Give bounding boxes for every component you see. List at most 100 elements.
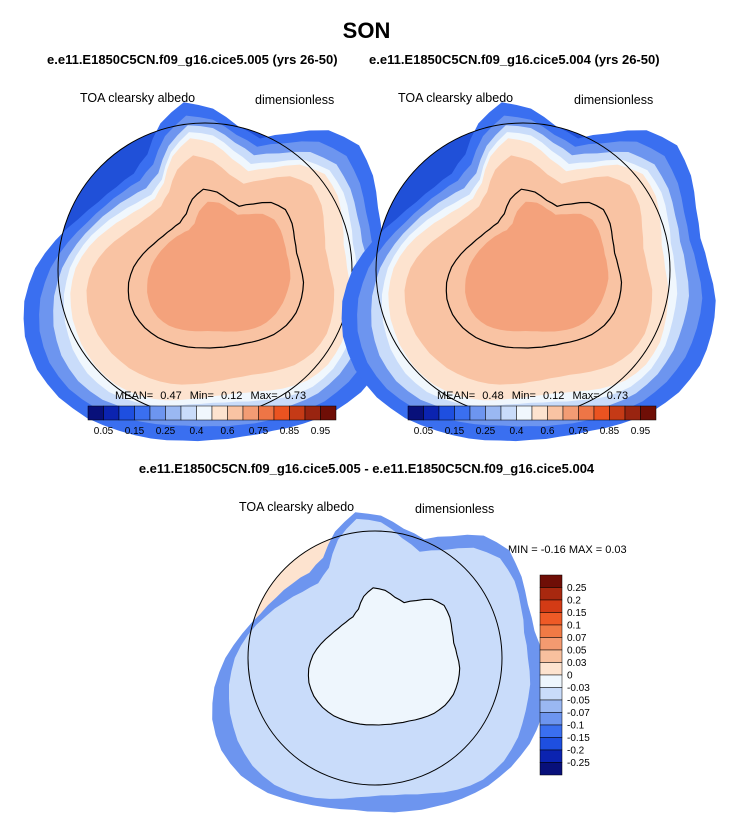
colorbar-tick-1-6: 0.85 bbox=[600, 426, 620, 437]
colorbar-tick-1-4: 0.6 bbox=[541, 426, 555, 437]
colorbar-tick-1-0: 0.05 bbox=[414, 426, 434, 437]
left-units-label: dimensionless bbox=[255, 93, 335, 107]
colorbar-tick-1-5: 0.75 bbox=[569, 426, 589, 437]
colorbar-tick-0-0: 0.05 bbox=[94, 426, 114, 437]
diff-colorbar-swatch-10 bbox=[539, 699, 563, 713]
colorbar-swatch-1-4 bbox=[469, 405, 486, 421]
left-variable-label: TOA clearsky albedo bbox=[80, 91, 196, 105]
diff-colorbar-tick-5: 0.05 bbox=[567, 646, 587, 657]
colorbar-swatch-1-9 bbox=[547, 405, 564, 421]
colorbar-swatch-0-2 bbox=[118, 405, 135, 421]
albedo-core-1 bbox=[465, 201, 609, 332]
diff-colorbar-swatch-12 bbox=[539, 724, 563, 738]
difference-title: e.e11.E1850C5CN.f09_g16.cice5.005 - e.e1… bbox=[138, 461, 595, 476]
colorbar-swatch-0-6 bbox=[180, 405, 197, 421]
colorbar-swatch-0-1 bbox=[103, 405, 120, 421]
colorbar-swatch-0-13 bbox=[289, 405, 306, 421]
colorbar-swatch-1-1 bbox=[423, 405, 440, 421]
diff-colorbar-swatch-2 bbox=[539, 599, 563, 613]
diff-stats: MIN = -0.16 MAX = 0.03 bbox=[508, 544, 627, 556]
difference-polar-map bbox=[212, 512, 549, 813]
diff-colorbar-swatch-5 bbox=[539, 637, 563, 651]
diff-colorbar-swatch-0 bbox=[539, 574, 563, 588]
colorbar-swatch-0-7 bbox=[196, 405, 213, 421]
colorbar-tick-0-4: 0.6 bbox=[221, 426, 235, 437]
colorbar-swatch-1-2 bbox=[438, 405, 455, 421]
diff-colorbar-tick-8: -0.03 bbox=[567, 683, 590, 694]
right-min-value: 0.12 bbox=[542, 390, 565, 402]
colorbar-tick-0-6: 0.85 bbox=[280, 426, 300, 437]
diff-map-border bbox=[247, 530, 503, 786]
colorbar-swatch-0-0 bbox=[87, 405, 104, 421]
colorbar-swatch-0-8 bbox=[211, 405, 228, 421]
diff-variable-label: TOA clearsky albedo bbox=[239, 500, 355, 514]
colorbar-swatch-1-8 bbox=[531, 405, 548, 421]
diff-colorbar-swatch-6 bbox=[539, 649, 563, 663]
left-mean-label: MEAN= bbox=[115, 390, 154, 402]
diff-colorbar-tick-7: 0 bbox=[567, 671, 573, 682]
diff-colorbar-tick-10: -0.07 bbox=[567, 708, 590, 719]
diff-colorbar-swatch-15 bbox=[539, 762, 563, 776]
right-mean-label: MEAN= bbox=[437, 390, 476, 402]
colorbar-tick-1-1: 0.15 bbox=[445, 426, 465, 437]
diff-colorbar-tick-3: 0.1 bbox=[567, 621, 581, 632]
colorbar-tick-1-7: 0.95 bbox=[631, 426, 651, 437]
colorbar-swatch-1-10 bbox=[562, 405, 579, 421]
right-max-label: Max= bbox=[572, 390, 600, 402]
left-colorbar: 0.05 0.15 0.25 0.4 0.6 0.75 0.85 0.95 bbox=[87, 405, 337, 437]
diff-coastline bbox=[307, 587, 461, 726]
diff-colorbar-swatch-8 bbox=[539, 674, 563, 688]
colorbar-swatch-0-9 bbox=[227, 405, 244, 421]
right-colorbar: 0.05 0.15 0.25 0.4 0.6 0.75 0.85 0.95 bbox=[407, 405, 657, 437]
left-max-label: Max= bbox=[250, 390, 278, 402]
right-stats: MEAN= 0.48 Min= 0.12 Max= 0.73 bbox=[437, 390, 628, 402]
colorbar-tick-0-7: 0.95 bbox=[311, 426, 331, 437]
left-min-value: 0.12 bbox=[220, 390, 243, 402]
colorbar-tick-1-2: 0.25 bbox=[476, 426, 496, 437]
left-polar-map bbox=[23, 102, 398, 442]
colorbar-swatch-0-5 bbox=[165, 405, 182, 421]
colorbar-swatch-1-15 bbox=[640, 405, 657, 421]
diff-colorbar-tick-11: -0.1 bbox=[567, 721, 585, 732]
diff-colorbar-tick-14: -0.25 bbox=[567, 758, 590, 769]
diff-colorbar-tick-12: -0.15 bbox=[567, 733, 590, 744]
diff-units-label: dimensionless bbox=[415, 502, 495, 516]
right-panel-title: e.e11.E1850C5CN.f09_g16.cice5.004 (yrs 2… bbox=[369, 52, 660, 67]
diff-colorbar-tick-4: 0.07 bbox=[567, 633, 587, 644]
colorbar-swatch-1-0 bbox=[407, 405, 424, 421]
colorbar-tick-0-5: 0.75 bbox=[249, 426, 269, 437]
left-mean-value: 0.47 bbox=[160, 390, 182, 402]
colorbar-swatch-0-4 bbox=[149, 405, 166, 421]
right-units-label: dimensionless bbox=[574, 93, 654, 107]
colorbar-swatch-0-15 bbox=[320, 405, 337, 421]
diff-colorbar-swatch-13 bbox=[539, 737, 563, 751]
diff-colorbar-swatch-9 bbox=[539, 687, 563, 701]
left-max-value: 0.73 bbox=[284, 390, 307, 402]
coastline-1 bbox=[445, 188, 623, 349]
colorbar-tick-1-3: 0.4 bbox=[510, 426, 524, 437]
colorbar-swatch-0-14 bbox=[304, 405, 321, 421]
colorbar-swatch-1-7 bbox=[516, 405, 533, 421]
left-panel-title: e.e11.E1850C5CN.f09_g16.cice5.005 (yrs 2… bbox=[47, 52, 338, 67]
colorbar-swatch-1-11 bbox=[578, 405, 595, 421]
diff-colorbar-tick-2: 0.15 bbox=[567, 608, 587, 619]
colorbar-swatch-0-3 bbox=[134, 405, 151, 421]
coastline-0 bbox=[127, 188, 305, 349]
colorbar-swatch-1-3 bbox=[454, 405, 471, 421]
diff-colorbar-swatch-3 bbox=[539, 612, 563, 626]
colorbar-swatch-0-10 bbox=[242, 405, 259, 421]
colorbar-swatch-1-6 bbox=[500, 405, 517, 421]
colorbar-swatch-1-14 bbox=[624, 405, 641, 421]
colorbar-swatch-1-12 bbox=[593, 405, 610, 421]
diff-colorbar-swatch-11 bbox=[539, 712, 563, 726]
left-stats: MEAN= 0.47 Min= 0.12 Max= 0.73 bbox=[115, 390, 306, 402]
difference-colorbar: 0.250.20.150.10.070.050.030-0.03-0.05-0.… bbox=[539, 574, 590, 776]
diff-colorbar-tick-1: 0.2 bbox=[567, 596, 581, 607]
colorbar-tick-0-2: 0.25 bbox=[156, 426, 176, 437]
right-variable-label: TOA clearsky albedo bbox=[398, 91, 514, 105]
right-min-label: Min= bbox=[511, 390, 536, 402]
diff-colorbar-tick-9: -0.05 bbox=[567, 696, 590, 707]
diff-colorbar-swatch-7 bbox=[539, 662, 563, 676]
diff-colorbar-swatch-14 bbox=[539, 749, 563, 763]
diff-colorbar-tick-0: 0.25 bbox=[567, 583, 587, 594]
